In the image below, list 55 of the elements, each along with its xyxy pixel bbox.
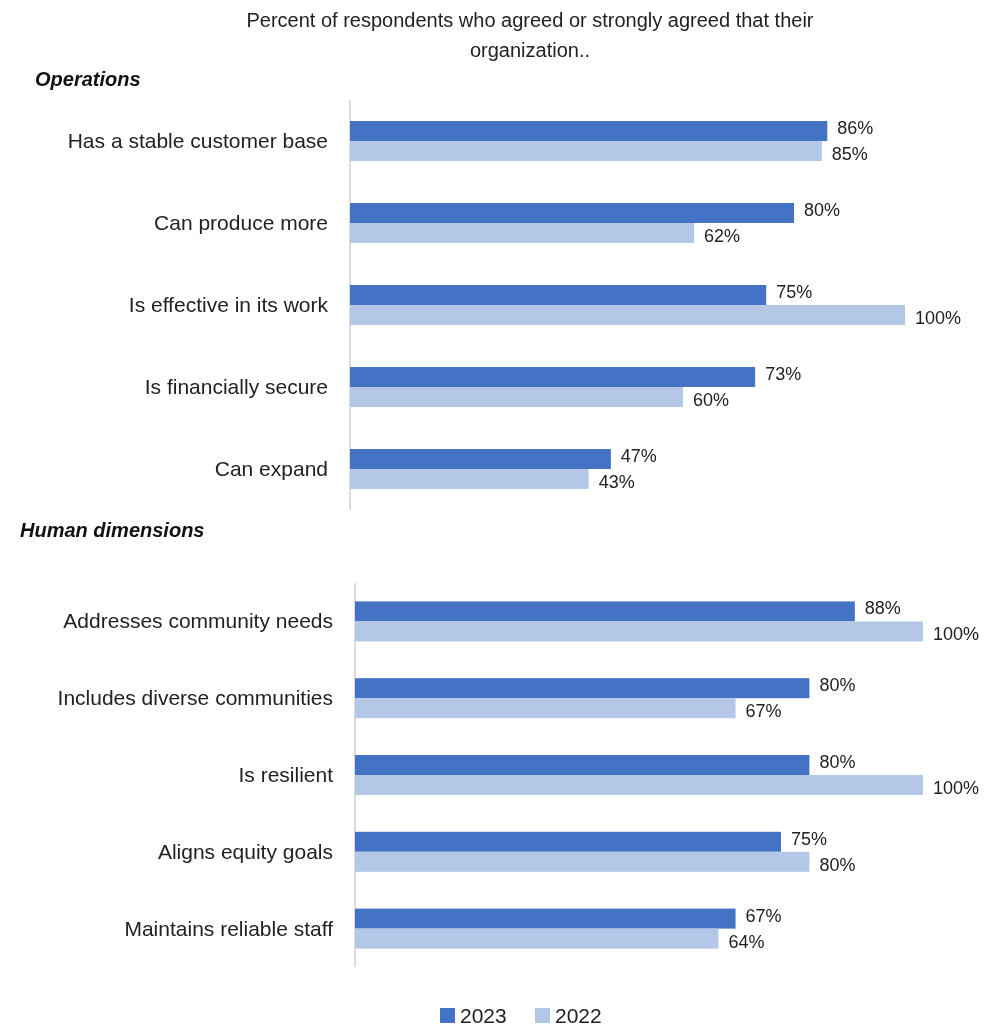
bar bbox=[350, 449, 611, 469]
y-tick-label: Can expand bbox=[214, 457, 328, 480]
bar bbox=[350, 121, 828, 141]
y-tick-label: Is effective in its work bbox=[128, 293, 329, 316]
bar bbox=[350, 223, 695, 243]
legend-label: 2023 bbox=[460, 1004, 507, 1027]
data-label: 100% bbox=[915, 308, 962, 328]
data-label: 67% bbox=[745, 701, 782, 722]
data-label: 67% bbox=[745, 905, 782, 926]
bar bbox=[350, 387, 683, 407]
bar bbox=[350, 203, 794, 223]
data-label: 64% bbox=[728, 931, 765, 952]
bar bbox=[355, 678, 810, 699]
data-label: 86% bbox=[837, 118, 874, 138]
data-label: 75% bbox=[791, 828, 828, 849]
data-label: 80% bbox=[819, 854, 856, 875]
y-tick-label: Includes diverse communities bbox=[57, 686, 333, 710]
bar bbox=[355, 851, 810, 872]
bar bbox=[350, 469, 589, 489]
y-tick-label: Has a stable customer base bbox=[67, 129, 328, 152]
bar bbox=[350, 141, 822, 161]
text: Operations bbox=[35, 68, 141, 90]
bar bbox=[350, 285, 767, 305]
data-label: 80% bbox=[819, 675, 856, 696]
legend-label: 2022 bbox=[555, 1004, 602, 1027]
data-label: 75% bbox=[776, 282, 813, 302]
bar bbox=[350, 367, 756, 387]
y-tick-label: Aligns equity goals bbox=[157, 839, 333, 863]
bar bbox=[350, 305, 905, 325]
bar bbox=[355, 601, 855, 622]
bar bbox=[355, 831, 781, 852]
bar bbox=[355, 908, 736, 929]
bar bbox=[355, 755, 810, 775]
data-label: 85% bbox=[831, 144, 868, 164]
data-label: 80% bbox=[819, 752, 856, 772]
y-tick-label: Is financially secure bbox=[144, 375, 328, 398]
bar bbox=[355, 698, 736, 719]
data-label: 47% bbox=[620, 446, 657, 466]
data-label: 100% bbox=[933, 624, 980, 645]
data-label: 73% bbox=[765, 364, 802, 384]
y-tick-label: Addresses community needs bbox=[63, 609, 333, 633]
y-tick-label: Can produce more bbox=[154, 211, 328, 234]
bar bbox=[355, 928, 719, 949]
data-label: 88% bbox=[864, 598, 901, 619]
y-tick-label: Is resilient bbox=[238, 763, 334, 786]
data-label: 43% bbox=[598, 472, 635, 492]
text: Human dimensions bbox=[20, 519, 205, 541]
chart-title: Percent of respondents who agreed or strongly agreed that their organization.. bbox=[246, 9, 814, 61]
bar bbox=[355, 775, 923, 795]
data-label: 80% bbox=[804, 200, 841, 220]
data-label: 100% bbox=[933, 778, 980, 798]
y-tick-label: Maintains reliable staff bbox=[124, 916, 334, 940]
data-label: 60% bbox=[693, 390, 730, 410]
data-label: 62% bbox=[704, 226, 741, 246]
bar bbox=[355, 621, 923, 642]
